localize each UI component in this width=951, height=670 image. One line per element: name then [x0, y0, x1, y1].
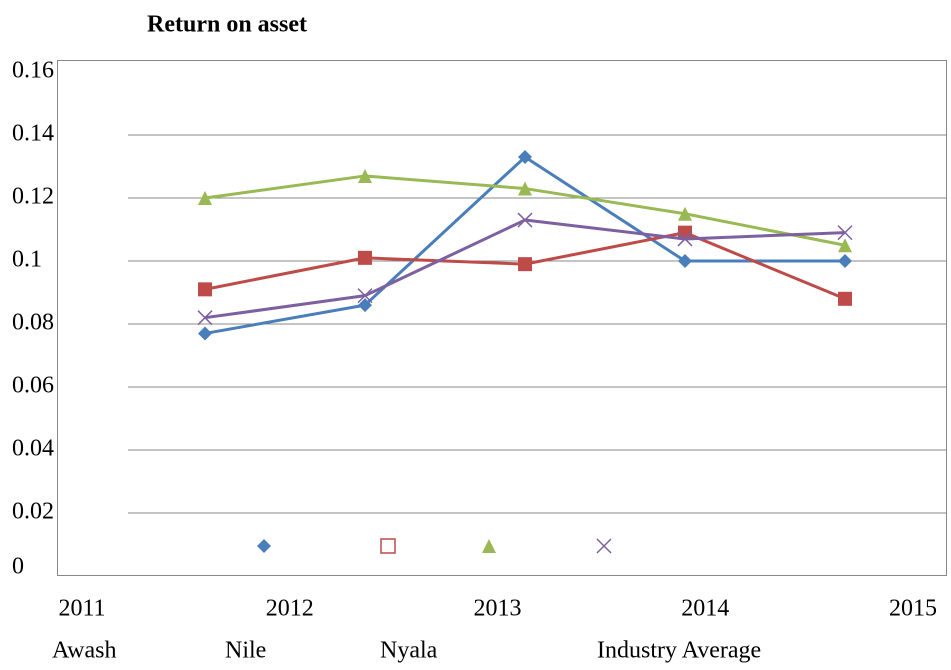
y-tick-label: 0 [12, 554, 24, 580]
legend-label: Awash [52, 638, 116, 664]
data-point [837, 225, 853, 241]
chart-title: Return on asset [147, 12, 307, 38]
legend-label: Industry Average [597, 638, 761, 664]
data-point [838, 291, 852, 306]
data-point [358, 250, 372, 265]
data-point [358, 298, 372, 313]
data-point [838, 238, 852, 253]
y-tick-label: 0.1 [12, 247, 42, 273]
legend-marker [257, 539, 271, 553]
data-point [358, 168, 372, 183]
x-tick-label: 2012 [266, 596, 314, 622]
data-point [677, 231, 693, 247]
y-tick-label: 0.08 [12, 310, 54, 336]
x-tick-label: 2013 [474, 596, 522, 622]
data-point [198, 326, 212, 341]
data-point [198, 191, 212, 205]
y-tick-label: 0.02 [12, 499, 54, 525]
data-point [357, 288, 373, 304]
x-tick-label: 2014 [681, 596, 729, 622]
legend-label: Nile [225, 638, 266, 664]
y-tick-label: 0.04 [12, 436, 54, 462]
legend-marker [380, 538, 396, 554]
data-point [198, 282, 212, 297]
data-point [678, 206, 692, 221]
legend-label: Nyala [380, 638, 438, 664]
plot-frame [57, 60, 947, 576]
data-point [518, 150, 532, 165]
y-tick-label: 0.14 [12, 121, 54, 147]
y-tick-label: 0.16 [12, 58, 54, 84]
data-point [838, 254, 852, 268]
x-tick-label: 2011 [58, 596, 105, 622]
y-tick-label: 0.06 [12, 373, 54, 399]
data-point [517, 212, 533, 228]
legend-marker [596, 538, 612, 554]
data-point [518, 257, 532, 272]
y-tick-label: 0.12 [12, 184, 54, 210]
legend-marker [482, 539, 496, 553]
x-tick-label: 2015 [889, 596, 937, 622]
data-point [518, 181, 532, 196]
data-point [678, 254, 692, 268]
data-point [197, 310, 213, 326]
